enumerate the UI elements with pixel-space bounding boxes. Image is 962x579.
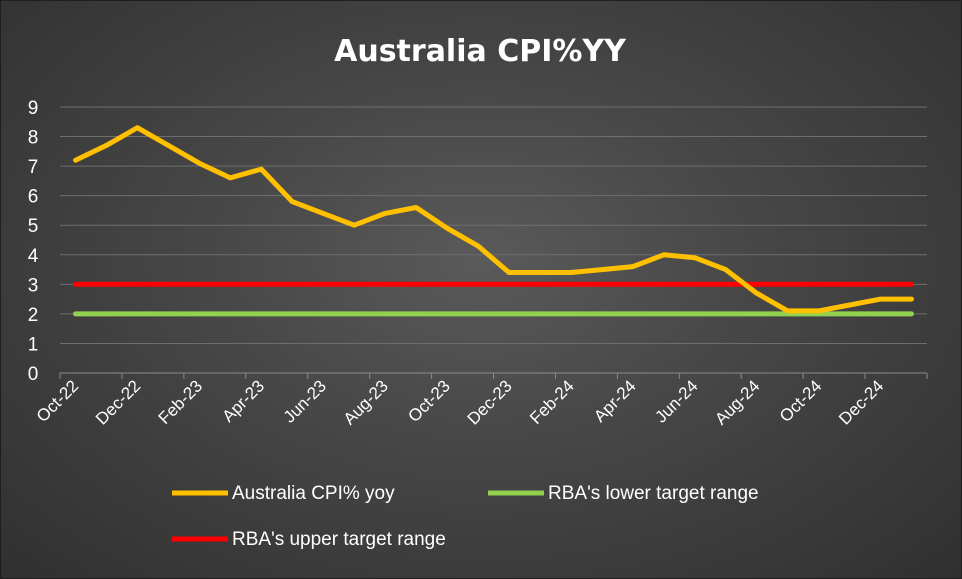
y-tick-label: 9 xyxy=(28,98,39,119)
x-tick-label: Oct-23 xyxy=(404,376,454,426)
legend-label: Australia CPI% yoy xyxy=(232,483,395,504)
x-tick-label: Oct-24 xyxy=(776,376,826,426)
x-axis: Oct-22 Dec-22 Feb-23 Apr-23 Jun-23 Aug-23 Oct-… xyxy=(33,372,928,429)
y-tick-label: 3 xyxy=(28,275,39,296)
x-tick-label: Apr-23 xyxy=(219,376,269,426)
series-layer xyxy=(73,125,914,317)
series-line-0 xyxy=(73,125,914,314)
y-tick-label: 2 xyxy=(28,305,39,326)
x-tick-label: Oct-22 xyxy=(33,376,83,426)
legend-label: RBA's upper target range xyxy=(232,529,446,550)
legend: Australia CPI% yoy RBA's lower target ran… xyxy=(172,483,759,550)
y-tick-label: 6 xyxy=(28,187,39,208)
y-tick-label: 0 xyxy=(28,364,39,385)
y-tick-label: 4 xyxy=(28,246,39,267)
x-tick-label: Feb-23 xyxy=(155,376,207,428)
x-tick-label: Jun-24 xyxy=(651,376,701,426)
y-tick-label: 5 xyxy=(28,216,39,237)
y-tick-label: 1 xyxy=(28,334,39,355)
x-tick-label: Dec-24 xyxy=(835,376,887,428)
y-tick-label: 7 xyxy=(28,157,39,178)
y-axis-ticks: 0 1 2 3 4 5 6 7 8 9 xyxy=(28,98,39,385)
x-tick-label: Feb-24 xyxy=(526,376,578,428)
x-tick-label: Aug-24 xyxy=(711,376,763,428)
gridlines xyxy=(60,106,927,344)
x-tick-label: Jun-23 xyxy=(280,376,330,426)
y-tick-label: 8 xyxy=(28,128,39,149)
x-tick-label: Aug-23 xyxy=(340,376,392,428)
x-tick-label: Dec-23 xyxy=(464,376,516,428)
x-tick-label: Apr-24 xyxy=(590,376,640,426)
chart-title: Australia CPI%YY xyxy=(334,34,627,69)
legend-label: RBA's lower target range xyxy=(548,483,759,504)
x-tick-label: Dec-22 xyxy=(92,376,144,428)
